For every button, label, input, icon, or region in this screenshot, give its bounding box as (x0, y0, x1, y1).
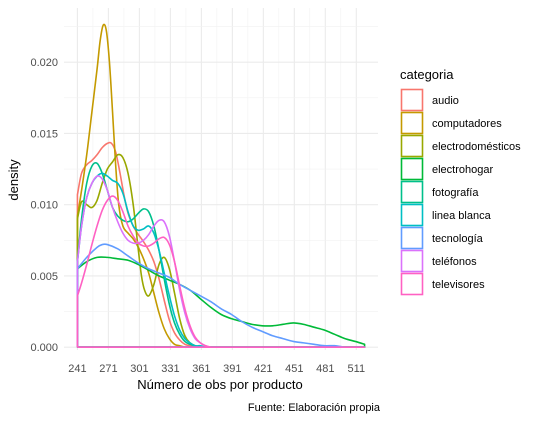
x-tick-label: 271 (99, 363, 117, 375)
density-line-electrohogar (76, 256, 366, 348)
legend-item: televisores (400, 272, 485, 296)
legend-key (400, 157, 424, 181)
legend-item: fotografía (400, 180, 479, 204)
x-tick-label: 391 (223, 363, 241, 375)
legend-label: audio (432, 95, 459, 107)
y-tick-labels: 0.000 0.005 0.010 0.015 0.020 (30, 57, 58, 354)
density-lines (76, 23, 366, 349)
legend-item: audio (400, 88, 459, 112)
x-tick-labels: 241 271 301 331 361 391 421 451 481 511 (68, 363, 365, 375)
density-line-linea-blanca (76, 172, 366, 348)
x-tick-label: 511 (348, 363, 366, 375)
legend-label: electrohogar (432, 164, 493, 176)
x-tick-label: 301 (130, 363, 148, 375)
density-line-tecnología (76, 243, 366, 349)
legend-item: teléfonos (400, 249, 477, 273)
x-tick-label: 481 (316, 363, 334, 375)
y-tick-label: 0.010 (30, 200, 58, 212)
legend-label: computadores (432, 118, 502, 130)
density-line-computadores (76, 23, 366, 348)
legend-key (400, 249, 424, 273)
x-tick-label: 421 (254, 363, 272, 375)
chart-caption: Fuente: Elaboración propia (248, 402, 381, 414)
legend-key (400, 226, 424, 250)
legend-label: fotografía (432, 187, 479, 199)
legend: audio computadores electrodomésticos electr… (400, 88, 521, 296)
legend-item: linea blanca (400, 203, 492, 227)
density-line-fotografía (76, 162, 366, 348)
density-line-teléfonos (76, 175, 366, 349)
legend-key (400, 203, 424, 227)
plot-grid (64, 8, 378, 350)
legend-item: computadores (400, 111, 502, 135)
y-axis-title: density (6, 159, 21, 201)
x-tick-label: 241 (68, 363, 86, 375)
legend-label: electrodomésticos (432, 141, 521, 153)
legend-label: tecnología (432, 233, 484, 245)
legend-label: linea blanca (432, 210, 492, 222)
legend-item: tecnología (400, 226, 484, 250)
y-tick-label: 0.005 (30, 271, 58, 283)
density-line-televisores (76, 195, 366, 348)
legend-key (400, 134, 424, 158)
legend-key (400, 180, 424, 204)
x-tick-label: 331 (161, 363, 179, 375)
y-tick-label: 0.020 (30, 57, 58, 69)
legend-key (400, 88, 424, 112)
y-tick-label: 0.015 (30, 128, 58, 140)
legend-key (400, 111, 424, 135)
legend-label: teléfonos (432, 256, 477, 268)
legend-item: electrohogar (400, 157, 493, 181)
density-line-electrodomésticos (76, 153, 366, 348)
legend-item: electrodomésticos (400, 134, 521, 158)
y-tick-label: 0.000 (30, 342, 58, 354)
x-tick-label: 451 (285, 363, 303, 375)
legend-title: categoria (400, 67, 454, 82)
x-axis-title: Número de obs por producto (137, 377, 302, 392)
legend-label: televisores (432, 279, 485, 291)
legend-key (400, 272, 424, 296)
density-line-audio (76, 141, 366, 348)
x-tick-label: 361 (192, 363, 210, 375)
